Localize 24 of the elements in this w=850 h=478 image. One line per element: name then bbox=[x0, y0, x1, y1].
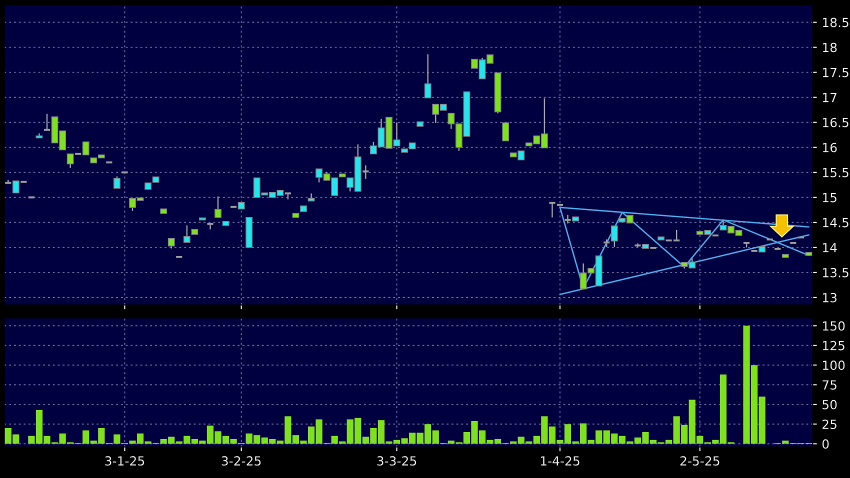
y-tick-label: 50 bbox=[822, 400, 837, 410]
y-tick-label: 17 bbox=[823, 92, 836, 102]
y-tick-label: 18 bbox=[823, 42, 837, 52]
x-tick-label: 2-5-25 bbox=[680, 456, 720, 466]
y-tick-label: 150 bbox=[823, 321, 845, 331]
y-tick-label: 17.5 bbox=[823, 68, 848, 78]
x-tick-label: 3-3-25 bbox=[377, 456, 416, 466]
y-tick-label: 16.5 bbox=[823, 118, 848, 128]
y-tick-label: 15 bbox=[823, 193, 836, 202]
y-tick-label: 13 bbox=[823, 292, 837, 302]
y-tick-label: 0 bbox=[822, 439, 829, 449]
y-tick-label: 15.5 bbox=[823, 168, 848, 178]
y-tick-label: 14 bbox=[823, 243, 837, 252]
y-tick-label: 16 bbox=[823, 142, 837, 152]
y-tick-label: 25 bbox=[822, 420, 836, 430]
y-tick-label: 75 bbox=[822, 380, 836, 390]
x-tick-label: 3-1-25 bbox=[105, 456, 144, 466]
y-tick-label: 100 bbox=[823, 360, 845, 370]
y-tick-label: 18.5 bbox=[823, 18, 848, 28]
y-tick-label: 13.5 bbox=[823, 268, 848, 278]
x-tick-label: 1-4-25 bbox=[540, 456, 580, 466]
y-tick-label: 125 bbox=[823, 340, 844, 350]
y-tick-label: 14.5 bbox=[823, 218, 848, 228]
x-tick-label: 3-2-25 bbox=[222, 456, 261, 466]
